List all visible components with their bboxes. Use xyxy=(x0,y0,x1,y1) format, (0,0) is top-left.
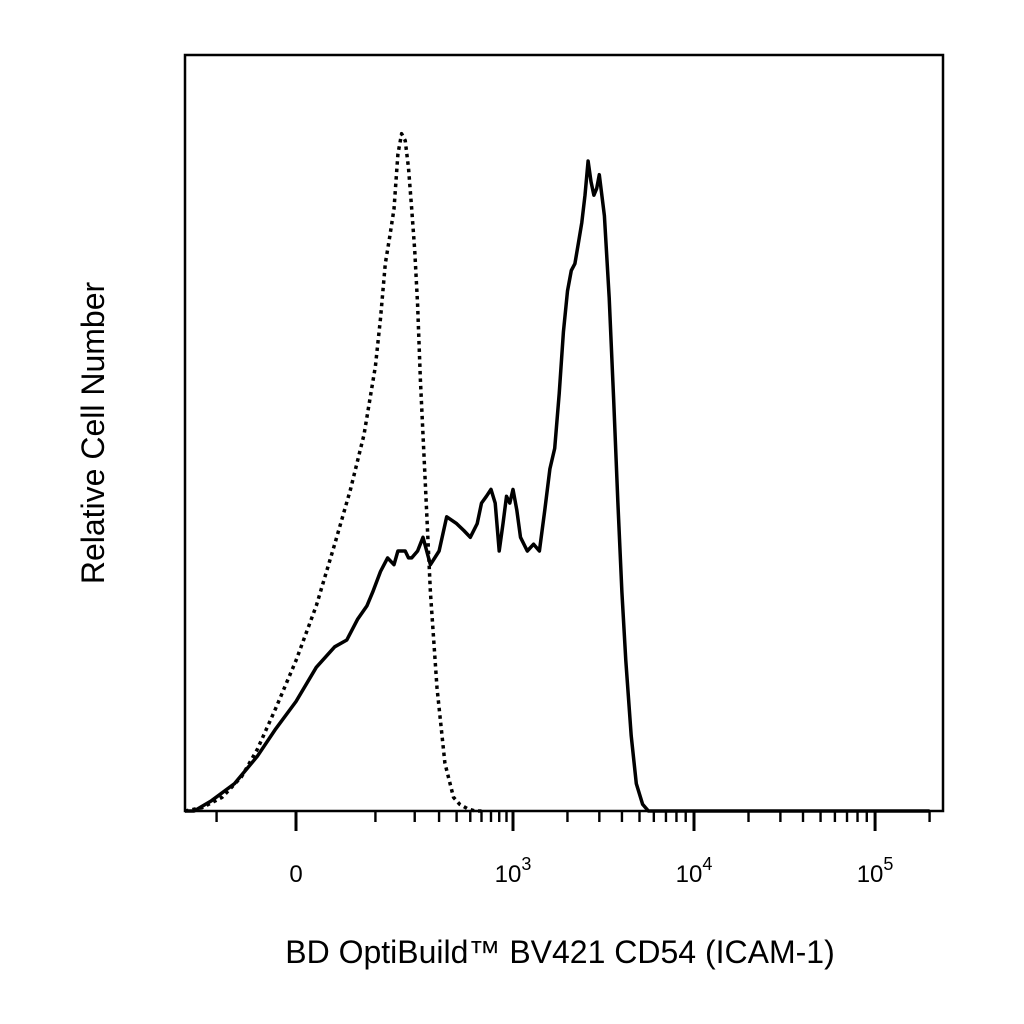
x-axis-tick-labels: 0 103 104 105 xyxy=(289,854,893,888)
x-tick-label: 105 xyxy=(857,854,894,888)
x-tick-label: 103 xyxy=(495,854,532,888)
x-axis-label: BD OptiBuild™ BV421 CD54 (ICAM-1) xyxy=(285,934,835,970)
plot-frame xyxy=(183,53,945,813)
x-tick-label-base: 10 xyxy=(676,861,703,888)
solid-histogram-line xyxy=(185,159,930,813)
x-tick-label-exponent: 3 xyxy=(521,854,531,874)
histogram-series xyxy=(184,131,930,813)
x-tick-label-exponent: 4 xyxy=(702,854,712,874)
x-tick-label-base: 0 xyxy=(289,861,302,888)
dotted-histogram-line xyxy=(184,131,482,813)
x-axis-ticks xyxy=(215,811,931,831)
x-tick-label: 104 xyxy=(676,854,713,888)
y-axis-label: Relative Cell Number xyxy=(75,281,111,584)
x-tick-label-exponent: 5 xyxy=(883,854,893,874)
x-tick-label-base: 10 xyxy=(495,861,522,888)
x-tick-label: 0 xyxy=(289,861,302,888)
x-tick-label-base: 10 xyxy=(857,861,884,888)
